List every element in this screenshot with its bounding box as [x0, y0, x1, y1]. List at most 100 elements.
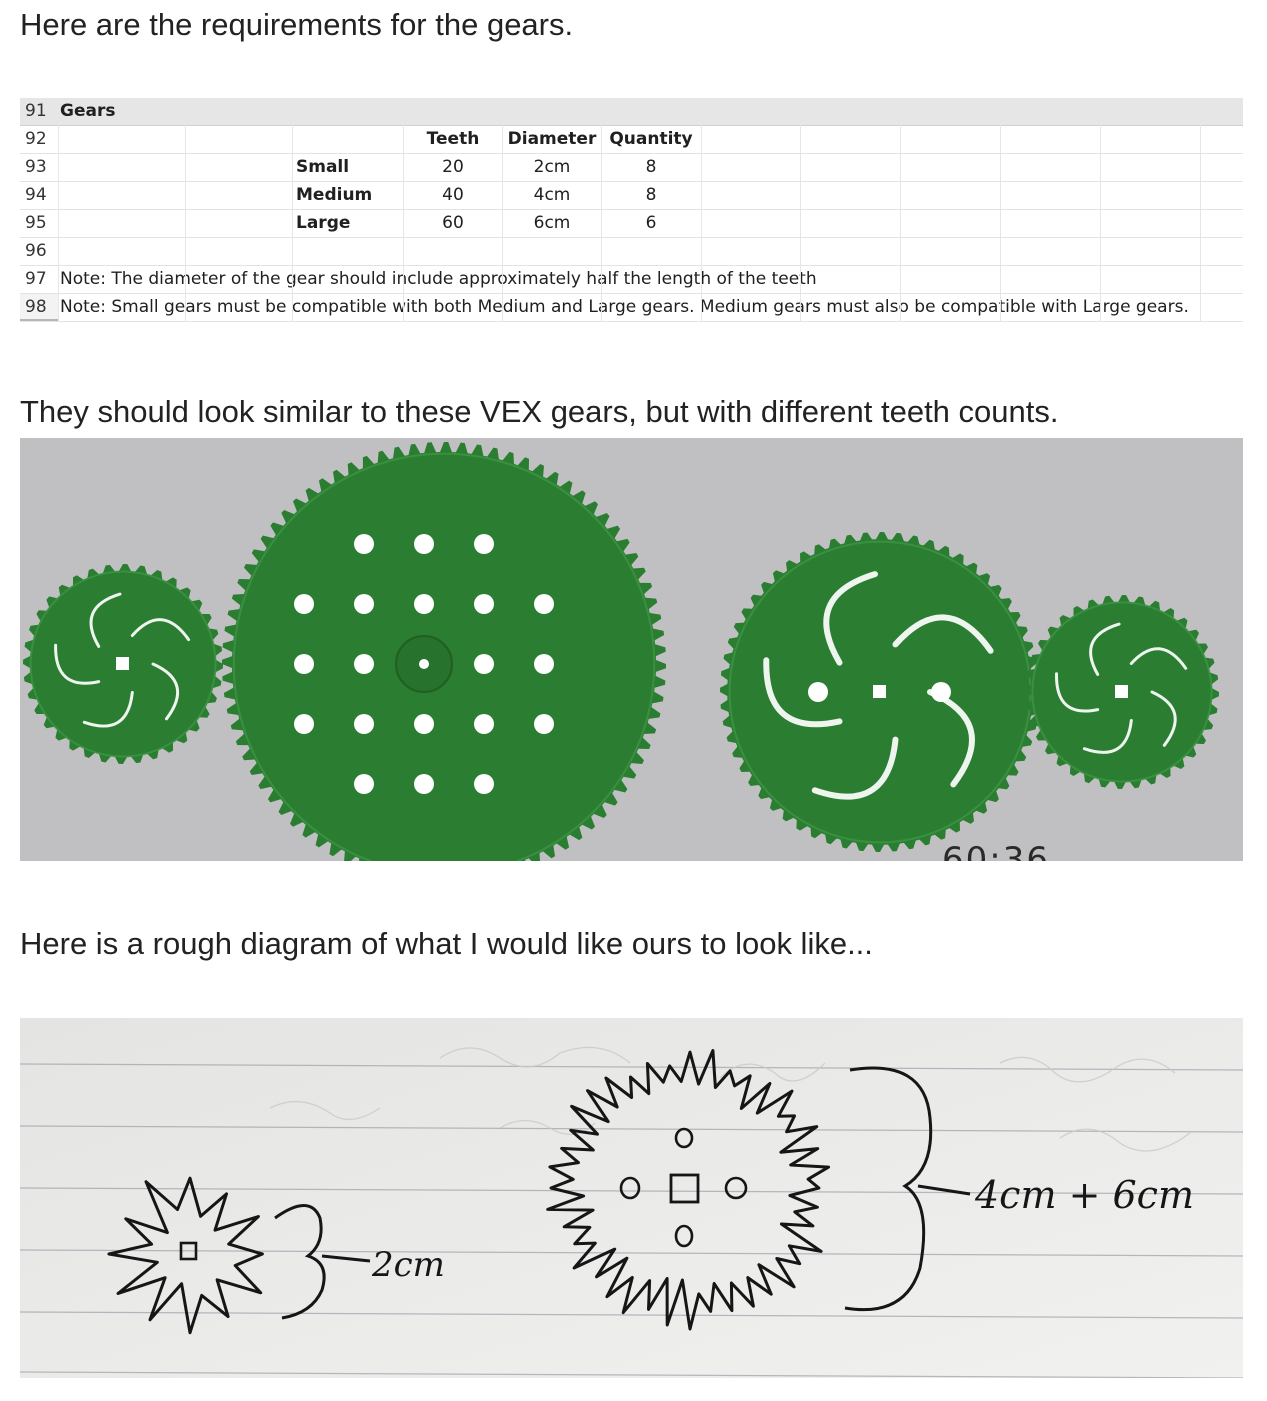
hole-icon	[294, 714, 314, 734]
large-size-label: 4cm + 6cm	[974, 1173, 1194, 1217]
sheet-row-94: 94 Medium 40 4cm 8	[20, 182, 1243, 210]
gear-spoke-slot	[1054, 672, 1100, 713]
hole-icon	[808, 682, 828, 702]
grid-line	[1200, 98, 1201, 322]
square-hole-icon	[669, 1173, 700, 1204]
gear-diameter-small: 2cm	[533, 157, 571, 177]
square-hole-icon	[179, 1241, 198, 1261]
hole-icon	[294, 594, 314, 614]
gear-spoke-slot	[892, 614, 994, 654]
sheet-row-95: 95 Large 60 6cm 6	[20, 210, 1243, 238]
requirements-heading: Here are the requirements for the gears.	[20, 7, 574, 42]
hole-icon	[674, 1127, 694, 1149]
hole-icon	[534, 714, 554, 734]
hole-icon	[354, 714, 374, 734]
square-hole-icon	[1115, 685, 1128, 698]
hole-icon	[534, 594, 554, 614]
gear-spoke-slot	[811, 736, 899, 800]
grid-line	[601, 98, 602, 322]
gear-spoke-slot	[54, 643, 101, 685]
hole-icon	[474, 654, 494, 674]
gear-quantity-medium: 8	[645, 185, 657, 205]
gear-spoke-slot	[1089, 622, 1121, 676]
hole-icon	[534, 654, 554, 674]
gear-spoke-slot	[763, 657, 843, 728]
row-number: 96	[25, 241, 47, 261]
gear-spoke-slot	[823, 571, 878, 666]
sheet-row-93: 93 Small 20 2cm 8	[20, 154, 1243, 182]
gear-spoke-slot	[1129, 647, 1188, 670]
center-hole-icon	[419, 659, 429, 669]
vex-gears-photo: 60:36	[20, 438, 1243, 861]
gear-quantity-small: 8	[645, 157, 657, 177]
hole-icon	[354, 774, 374, 794]
gear-name-large: Large	[296, 213, 351, 233]
gear-teeth-medium: 40	[442, 185, 464, 205]
gear-name-small: Small	[296, 157, 350, 177]
brace-small	[274, 1204, 326, 1320]
hole-icon	[414, 774, 434, 794]
hole-icon	[724, 1176, 748, 1200]
sheet-row-97: 97 Note: The diameter of the gear should…	[20, 266, 1243, 294]
hole-icon	[354, 594, 374, 614]
gear-spoke-slot	[151, 662, 180, 721]
column-header-teeth: Teeth	[426, 129, 480, 149]
column-header-quantity: Quantity	[609, 129, 693, 149]
hole-icon	[414, 714, 434, 734]
sheet-row-96: 96	[20, 238, 1243, 266]
note-diameter: Note: The diameter of the gear should in…	[60, 269, 817, 289]
small-vex-gear-right-rim	[1031, 601, 1213, 783]
gear-diameter-large: 6cm	[533, 213, 571, 233]
hole-icon	[414, 534, 434, 554]
gear-spoke-slot	[1150, 690, 1177, 747]
row-number: 91	[25, 101, 47, 121]
sheet-row-91: 91 Gears	[20, 98, 1243, 126]
large-vex-gear-rim	[232, 452, 656, 861]
gear-quantity-large: 6	[645, 213, 657, 233]
grid-line	[502, 98, 503, 322]
small-size-label: 2cm	[371, 1245, 445, 1285]
hand-drawn-sketch: 2cm 4cm + 6cm	[20, 1018, 1243, 1378]
row-number: 94	[25, 185, 47, 205]
grid-line	[800, 98, 801, 322]
grid-line	[185, 98, 186, 322]
sheet-row-92: 92 Teeth Diameter Quantity	[20, 126, 1243, 154]
hole-icon	[674, 1224, 694, 1248]
row-number: 97	[25, 269, 47, 289]
hole-icon	[474, 534, 494, 554]
gear-teeth-small: 20	[442, 157, 464, 177]
grid-line	[701, 98, 702, 322]
hole-icon	[931, 682, 951, 702]
hole-icon	[354, 534, 374, 554]
hole-icon	[474, 774, 494, 794]
column-header-diameter: Diameter	[507, 129, 597, 149]
row-number: 92	[25, 129, 47, 149]
sheet-title: Gears	[60, 101, 116, 121]
rough-diagram-photo: 2cm 4cm + 6cm	[20, 1018, 1243, 1378]
vex-heading: They should look similar to these VEX ge…	[20, 394, 1059, 429]
ruled-line	[20, 1371, 1243, 1378]
vex-gears-illustration	[23, 442, 1219, 861]
row-number: 93	[25, 157, 47, 177]
diagram-heading: Here is a rough diagram of what I would …	[20, 926, 873, 961]
hole-icon	[414, 594, 434, 614]
hole-icon	[474, 594, 494, 614]
note-compatibility: Note: Small gears must be compatible wit…	[60, 297, 1189, 317]
gear-spoke-slot	[82, 691, 134, 728]
ruled-line	[20, 1063, 1243, 1071]
brace-large	[844, 1066, 933, 1312]
grid-line	[900, 98, 901, 322]
spreadsheet-excerpt: 91 Gears 92 Teeth Diameter Quantity 93 S…	[20, 98, 1243, 322]
gear-spoke-slot	[130, 618, 191, 642]
square-hole-icon	[873, 685, 886, 698]
gear-diameter-medium: 4cm	[533, 185, 571, 205]
grid-line	[403, 98, 404, 322]
row-number: 98	[20, 294, 58, 321]
ruled-line	[20, 1125, 1243, 1133]
grid-line	[58, 98, 59, 322]
gear-ratio-label: 60:36	[942, 840, 1050, 861]
ruled-line	[20, 1249, 1243, 1257]
grid-line	[1100, 98, 1101, 322]
grid-line	[292, 98, 293, 322]
small-gear-sketch	[107, 1176, 264, 1335]
